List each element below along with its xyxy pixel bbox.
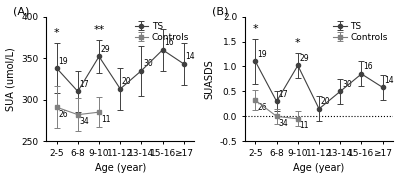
Text: 16: 16 xyxy=(164,38,174,47)
Text: 20: 20 xyxy=(321,97,330,106)
Text: 34: 34 xyxy=(278,119,288,128)
Text: 19: 19 xyxy=(58,57,68,66)
Text: 26: 26 xyxy=(257,103,267,112)
Text: 16: 16 xyxy=(363,62,373,71)
Text: 11: 11 xyxy=(300,121,309,130)
Text: 30: 30 xyxy=(143,59,153,68)
Text: 30: 30 xyxy=(342,80,352,89)
Text: 19: 19 xyxy=(257,50,267,59)
Text: *: * xyxy=(252,24,258,34)
Legend: TS, Controls: TS, Controls xyxy=(330,18,392,45)
Y-axis label: SUASDS: SUASDS xyxy=(204,59,214,99)
Text: **: ** xyxy=(94,25,105,35)
Text: 14: 14 xyxy=(186,52,195,61)
Text: *: * xyxy=(54,28,60,38)
Text: 29: 29 xyxy=(101,45,110,54)
Text: *: * xyxy=(295,38,301,48)
Text: 20: 20 xyxy=(122,77,132,86)
Text: 14: 14 xyxy=(384,76,394,85)
X-axis label: Age (year): Age (year) xyxy=(95,163,146,173)
Text: 17: 17 xyxy=(80,80,89,89)
Text: (A): (A) xyxy=(13,7,30,17)
Text: (B): (B) xyxy=(212,7,228,17)
Text: 11: 11 xyxy=(101,115,110,124)
Y-axis label: SUA (umol/L): SUA (umol/L) xyxy=(6,47,16,111)
Text: 26: 26 xyxy=(58,110,68,119)
X-axis label: Age (year): Age (year) xyxy=(294,163,345,173)
Legend: TS, Controls: TS, Controls xyxy=(131,18,193,45)
Text: 29: 29 xyxy=(300,54,309,63)
Text: 34: 34 xyxy=(80,117,89,126)
Text: 17: 17 xyxy=(278,90,288,99)
